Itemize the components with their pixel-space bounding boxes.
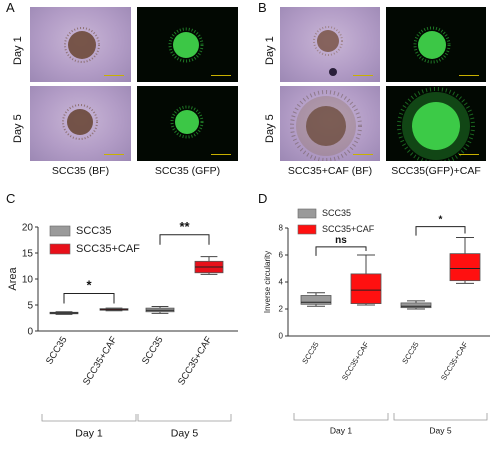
group-label: Day 5 bbox=[429, 426, 451, 436]
area-box-plot: 0 5 10 15 20 Area SCC35 SCC35+CAF SCC35 SCC35+CAF… bbox=[7, 219, 238, 440]
y-tick-label: 8 bbox=[279, 224, 284, 233]
significance-bracket bbox=[63, 293, 115, 304]
y-tick-label: 10 bbox=[22, 274, 34, 285]
y-tick-label: 5 bbox=[27, 300, 33, 311]
y-tick-label: 6 bbox=[279, 251, 284, 260]
micrograph-scc35-bf-day5 bbox=[30, 86, 131, 161]
scale-bar bbox=[353, 154, 373, 155]
micrograph-scc35-caf-bf-day1 bbox=[280, 7, 380, 82]
group-bracket bbox=[393, 413, 488, 421]
scale-bar bbox=[211, 154, 231, 155]
scale-bar bbox=[353, 75, 373, 76]
panel-c-letter: C bbox=[6, 191, 16, 206]
panel-b-row-label-day5: Day 5 bbox=[264, 114, 276, 143]
x-tick-label: SCC35+CAF bbox=[176, 335, 215, 388]
x-tick-label: SCC35 bbox=[300, 340, 320, 365]
legend-swatch bbox=[297, 224, 317, 235]
micrograph-scc35-gfp-day5 bbox=[137, 86, 238, 161]
scale-bar bbox=[104, 154, 124, 155]
legend-label: SCC35+CAF bbox=[322, 224, 375, 234]
x-tick-label: SCC35+CAF bbox=[340, 340, 371, 382]
scale-bar bbox=[459, 154, 479, 155]
scale-bar bbox=[104, 75, 124, 76]
x-tick-label: SCC35 bbox=[400, 340, 420, 365]
box bbox=[350, 273, 382, 305]
caption-scc35-caf-bf: SCC35+CAF (BF) bbox=[287, 165, 373, 177]
group-label: Day 5 bbox=[171, 428, 199, 440]
micrograph-scc35-gfp-day1 bbox=[137, 7, 238, 82]
micrograph-scc35-caf-gfp-day1 bbox=[386, 7, 486, 82]
significance-bracket bbox=[159, 234, 210, 245]
panel-a-row-label-day5: Day 5 bbox=[12, 114, 24, 143]
y-tick-label: 2 bbox=[279, 305, 284, 314]
caption-scc35-gfp: SCC35 (GFP) bbox=[154, 165, 221, 177]
box bbox=[400, 302, 432, 309]
significance-label: * bbox=[439, 215, 443, 226]
legend-label: SCC35 bbox=[322, 208, 351, 218]
significance-bracket bbox=[415, 226, 466, 236]
x-tick-label: SCC35+CAF bbox=[439, 340, 470, 382]
panel-a-letter: A bbox=[6, 0, 15, 15]
legend-label: SCC35+CAF bbox=[76, 243, 140, 255]
legend-swatch bbox=[49, 243, 71, 255]
significance-label: * bbox=[86, 278, 92, 293]
micrograph-scc35-bf-day1 bbox=[30, 7, 131, 82]
y-tick-label: 15 bbox=[22, 248, 34, 259]
x-tick-label: SCC35 bbox=[140, 335, 166, 367]
group-label: Day 1 bbox=[75, 428, 103, 440]
micrograph-scc35-caf-gfp-day5 bbox=[386, 86, 486, 161]
significance-label: ns bbox=[335, 235, 347, 246]
significance-label: ** bbox=[179, 219, 190, 234]
group-bracket bbox=[41, 414, 137, 422]
legend-label: SCC35 bbox=[76, 225, 111, 237]
panel-b-letter: B bbox=[258, 0, 267, 15]
scale-bar bbox=[459, 75, 479, 76]
y-tick-label: 0 bbox=[27, 326, 33, 337]
scale-bar bbox=[211, 75, 231, 76]
legend-swatch bbox=[297, 208, 317, 219]
panel-b-row-label-day1: Day 1 bbox=[264, 36, 276, 65]
caption-scc35-bf: SCC35 (BF) bbox=[51, 165, 110, 177]
legend-swatch bbox=[49, 225, 71, 237]
x-tick-label: SCC35+CAF bbox=[81, 335, 120, 388]
y-tick-label: 20 bbox=[22, 222, 34, 233]
group-label: Day 1 bbox=[330, 426, 352, 436]
y-tick-label: 0 bbox=[279, 332, 284, 341]
inverse-circularity-box-plot: 0 2 4 6 8 Inverse circularity SCC35 SCC35+CAF SC… bbox=[263, 208, 490, 436]
y-axis-label: Inverse circularity bbox=[263, 251, 272, 313]
y-axis-label: Area bbox=[7, 267, 19, 291]
panel-d-letter: D bbox=[258, 191, 268, 206]
group-bracket bbox=[293, 413, 389, 421]
box bbox=[300, 295, 332, 305]
micrograph-scc35-caf-bf-day5 bbox=[280, 86, 380, 161]
group-bracket bbox=[137, 414, 232, 422]
caption-scc35-gfp-caf: SCC35(GFP)+CAF bbox=[391, 165, 481, 177]
panel-a-row-label-day1: Day 1 bbox=[12, 36, 24, 65]
x-tick-label: SCC35 bbox=[44, 335, 70, 367]
significance-bracket bbox=[315, 246, 367, 256]
box bbox=[449, 253, 481, 282]
y-tick-label: 4 bbox=[279, 278, 284, 287]
